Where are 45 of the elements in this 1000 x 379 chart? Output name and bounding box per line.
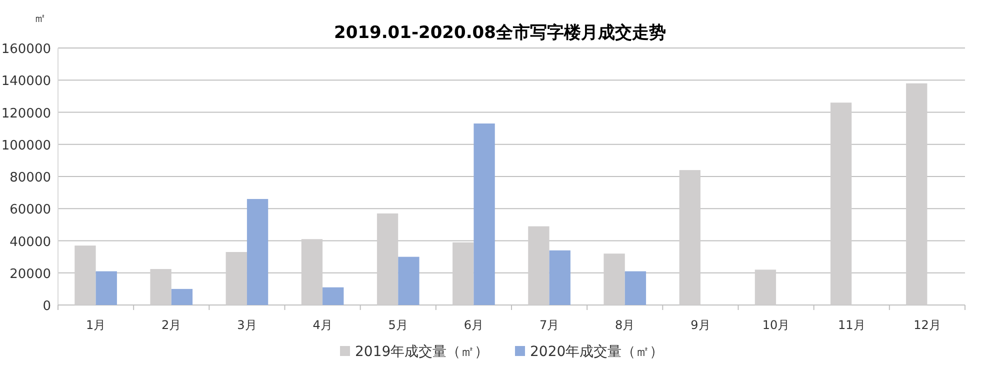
x-tick-label: 2月 bbox=[162, 318, 182, 332]
x-tick-label: 8月 bbox=[615, 318, 635, 332]
x-tick-label: 6月 bbox=[464, 318, 484, 332]
bar bbox=[528, 226, 550, 305]
bar bbox=[376, 213, 398, 305]
legend-label: 2019年成交量（㎡） bbox=[355, 344, 489, 360]
bar bbox=[452, 242, 474, 305]
bar bbox=[906, 83, 928, 305]
y-tick-label: 40000 bbox=[10, 234, 51, 250]
bar bbox=[754, 270, 776, 305]
bar bbox=[171, 288, 193, 305]
bar bbox=[322, 287, 344, 305]
bar bbox=[830, 102, 852, 305]
bar bbox=[301, 239, 323, 305]
bar bbox=[604, 254, 625, 305]
chart-title: 2019.01-2020.08全市写字楼月成交走势 bbox=[334, 23, 666, 43]
y-tick-label: 0 bbox=[42, 299, 51, 314]
x-tick-label: 4月 bbox=[312, 318, 332, 332]
x-tick-label: 1月 bbox=[86, 318, 106, 332]
bar bbox=[226, 252, 247, 305]
y-tick-label: 60000 bbox=[10, 202, 51, 218]
legend-label: 2020年成交量（㎡） bbox=[530, 344, 664, 360]
bar bbox=[150, 269, 172, 305]
y-tick-label: 80000 bbox=[10, 170, 51, 186]
x-tick-label: 9月 bbox=[690, 318, 710, 332]
x-tick-label: 7月 bbox=[539, 318, 560, 332]
x-tick-label: 11月 bbox=[838, 318, 866, 332]
bar bbox=[96, 271, 117, 305]
bar bbox=[398, 256, 420, 305]
y-tick-label: 20000 bbox=[10, 266, 51, 282]
y-axis-title: ㎡ bbox=[34, 11, 46, 25]
x-tick-label: 3月 bbox=[237, 318, 257, 332]
x-tick-label: 12月 bbox=[914, 318, 941, 332]
bar bbox=[474, 123, 495, 305]
bar bbox=[549, 250, 570, 305]
y-tick-label: 100000 bbox=[1, 138, 51, 154]
bar bbox=[246, 198, 268, 305]
y-tick-label: 160000 bbox=[1, 42, 51, 57]
x-tick-label: 10月 bbox=[762, 318, 790, 332]
bar bbox=[624, 271, 646, 305]
x-tick-label: 5月 bbox=[388, 318, 408, 332]
y-tick-label: 120000 bbox=[1, 106, 51, 122]
bar bbox=[679, 170, 700, 305]
y-tick-label: 140000 bbox=[1, 74, 51, 90]
bar bbox=[74, 246, 96, 305]
